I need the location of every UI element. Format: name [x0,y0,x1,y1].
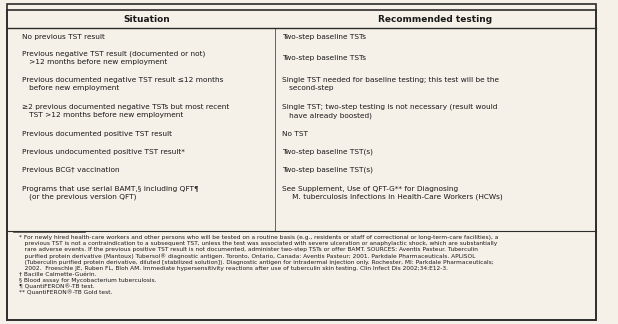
Text: ≥2 previous documented negative TSTs but most recent
   TST >12 months before ne: ≥2 previous documented negative TSTs but… [22,104,229,118]
Text: Single TST needed for baseline testing; this test will be the
   second-step: Single TST needed for baseline testing; … [282,77,499,91]
Text: * For newly hired health-care workers and other persons who will be tested on a : * For newly hired health-care workers an… [19,235,498,295]
Text: Previous documented positive TST result: Previous documented positive TST result [22,131,172,137]
Text: Two-step baseline TST(s): Two-step baseline TST(s) [282,166,373,172]
Text: Previous BCG† vaccination: Previous BCG† vaccination [22,166,119,172]
Text: Previous negative TST result (documented or not)
   >12 months before new employ: Previous negative TST result (documented… [22,51,205,65]
Text: Two-step baseline TSTs: Two-step baseline TSTs [282,34,366,40]
Text: Situation: Situation [123,15,170,24]
Text: Programs that use serial BAMT,§ including QFT¶
   (or the previous version QFT): Programs that use serial BAMT,§ includin… [22,186,198,200]
Text: Two-step baseline TST(s): Two-step baseline TST(s) [282,148,373,155]
FancyBboxPatch shape [7,4,596,320]
Text: Previous undocumented positive TST result*: Previous undocumented positive TST resul… [22,148,185,155]
Text: Two-step baseline TSTs: Two-step baseline TSTs [282,55,366,61]
Text: Previous documented negative TST result ≤12 months
   before new employment: Previous documented negative TST result … [22,77,223,91]
Text: Single TST; two-step testing is not necessary (result would
   have already boos: Single TST; two-step testing is not nece… [282,104,497,119]
Text: No TST: No TST [282,131,308,137]
Text: No previous TST result: No previous TST result [22,34,104,40]
Text: See Supplement, Use of QFT-G** for Diagnosing
     M. tuberculosis Infections in: See Supplement, Use of QFT-G** for Diagn… [282,186,502,200]
Text: Recommended testing: Recommended testing [378,15,493,24]
